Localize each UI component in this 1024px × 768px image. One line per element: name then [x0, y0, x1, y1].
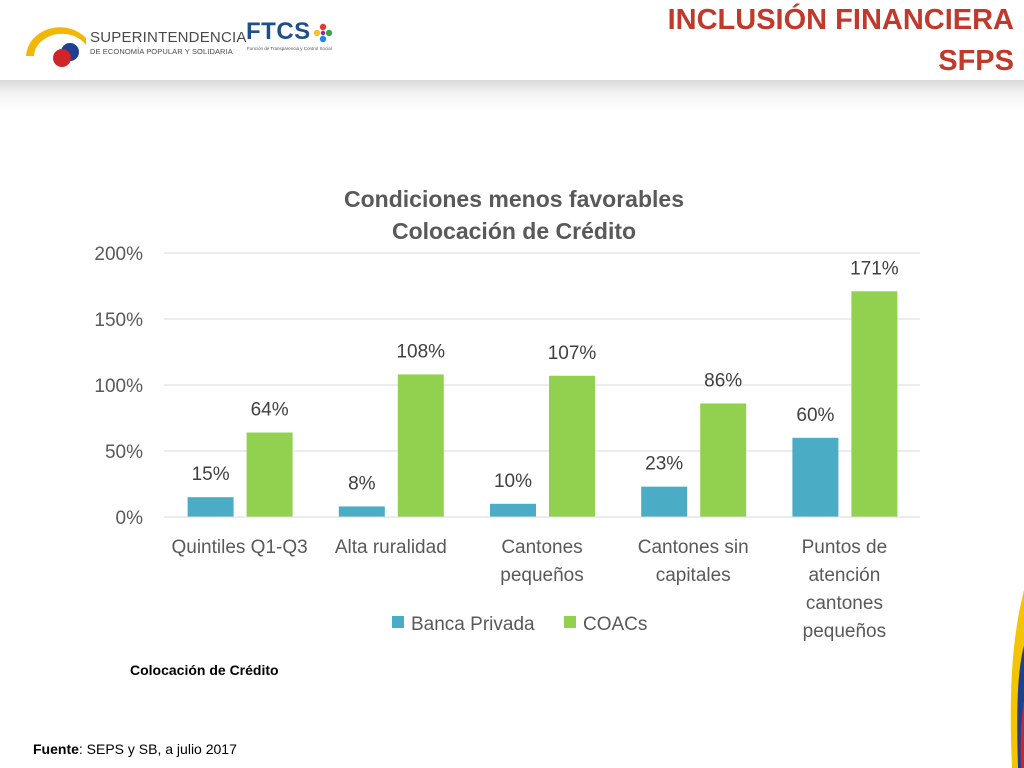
seps-emblem-icon — [26, 27, 86, 67]
seps-logo-line1: SUPERINTENDENCIA — [90, 29, 247, 46]
bar-banca-privada — [641, 486, 688, 517]
seps-logo-line2: DE ECONOMÍA POPULAR Y SOLIDARIA — [90, 47, 233, 56]
bar-coacs — [700, 403, 747, 517]
header-shadow — [0, 80, 1024, 110]
source-text: : SEPS y SB, a julio 2017 — [78, 741, 237, 757]
bar-coacs — [246, 432, 293, 517]
chart-caption: Colocación de Crédito — [130, 662, 279, 678]
bar-banca-privada — [338, 506, 385, 517]
y-tick-label: 200% — [94, 244, 143, 265]
y-tick-label: 150% — [94, 310, 143, 331]
chart-title-line: Condiciones menos favorables — [344, 186, 684, 212]
x-tick-label: Quintiles Q1-Q3 — [171, 537, 307, 558]
data-label: 8% — [348, 473, 376, 494]
slide-title-line2: SFPS — [938, 45, 1014, 77]
x-tick-label: cantones — [806, 593, 883, 614]
seps-logo: SUPERINTENDENCIA DE ECONOMÍA POPULAR Y S… — [24, 18, 246, 68]
legend-label: COACs — [583, 614, 647, 635]
data-label: 107% — [548, 343, 597, 364]
source-label: Fuente — [33, 741, 79, 757]
legend-label: Banca Privada — [411, 614, 535, 635]
x-tick-label: Cantones sin — [638, 537, 749, 558]
source-note: Fuente: SEPS y SB, a julio 2017 — [33, 741, 237, 757]
ftcs-logo-word: FTCS — [246, 18, 311, 45]
seps-logo-text: SUPERINTENDENCIA DE ECONOMÍA POPULAR Y S… — [90, 30, 247, 56]
x-tick-label: Alta ruralidad — [335, 537, 447, 558]
ecuador-flag-decoration — [1010, 590, 1024, 768]
bar-banca-privada — [792, 437, 839, 517]
ftcs-logo-subtitle: Función de Transparencia y Control Socia… — [247, 46, 332, 51]
ftcs-flower-icon — [313, 23, 333, 43]
data-label: 23% — [645, 454, 683, 475]
data-label: 86% — [704, 370, 742, 391]
data-label: 171% — [850, 258, 899, 279]
slide-title-line1: INCLUSIÓN FINANCIERA — [667, 4, 1014, 36]
x-tick-label: Cantones — [501, 537, 582, 558]
data-label: 60% — [796, 405, 834, 426]
y-tick-label: 0% — [116, 508, 144, 529]
slide-title: INCLUSIÓN FINANCIERA SFPS — [668, 0, 1014, 82]
ftcs-logo: FTCS Función de Transparencia y Control … — [243, 16, 343, 56]
x-tick-label: pequeños — [500, 565, 583, 586]
y-tick-label: 100% — [94, 376, 143, 397]
bar-banca-privada — [187, 497, 234, 517]
legend-swatch — [564, 616, 576, 628]
x-tick-label: Puntos de — [802, 537, 888, 558]
data-label: 64% — [251, 400, 289, 421]
data-label: 10% — [494, 471, 532, 492]
bar-coacs — [851, 291, 898, 517]
bar-coacs — [397, 374, 444, 517]
header-bar: SUPERINTENDENCIA DE ECONOMÍA POPULAR Y S… — [0, 0, 1024, 82]
x-tick-label: atención — [808, 565, 880, 586]
data-label: 108% — [396, 341, 445, 362]
legend-swatch — [392, 616, 404, 628]
bar-coacs — [549, 375, 595, 517]
data-label: 15% — [192, 464, 230, 485]
bar-banca-privada — [490, 503, 536, 517]
y-tick-label: 50% — [105, 442, 143, 463]
x-tick-label: pequeños — [803, 621, 886, 642]
chart-title-line: Colocación de Crédito — [392, 218, 636, 244]
x-tick-label: capitales — [656, 565, 731, 586]
